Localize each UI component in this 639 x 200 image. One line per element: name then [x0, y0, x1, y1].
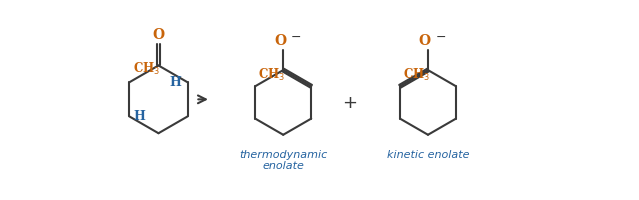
Text: +: +: [342, 94, 357, 112]
Text: thermodynamic
enolate: thermodynamic enolate: [239, 149, 327, 170]
Text: O: O: [419, 34, 431, 48]
Text: kinetic enolate: kinetic enolate: [387, 149, 469, 159]
Text: H: H: [170, 76, 181, 89]
Text: H: H: [133, 109, 145, 122]
Text: −: −: [436, 31, 446, 44]
Text: CH$_3$: CH$_3$: [403, 66, 430, 82]
Text: O: O: [274, 34, 286, 48]
Text: CH$_3$: CH$_3$: [258, 66, 286, 82]
Text: O: O: [153, 28, 164, 42]
Text: −: −: [291, 31, 302, 44]
Text: CH$_3$: CH$_3$: [133, 61, 160, 77]
